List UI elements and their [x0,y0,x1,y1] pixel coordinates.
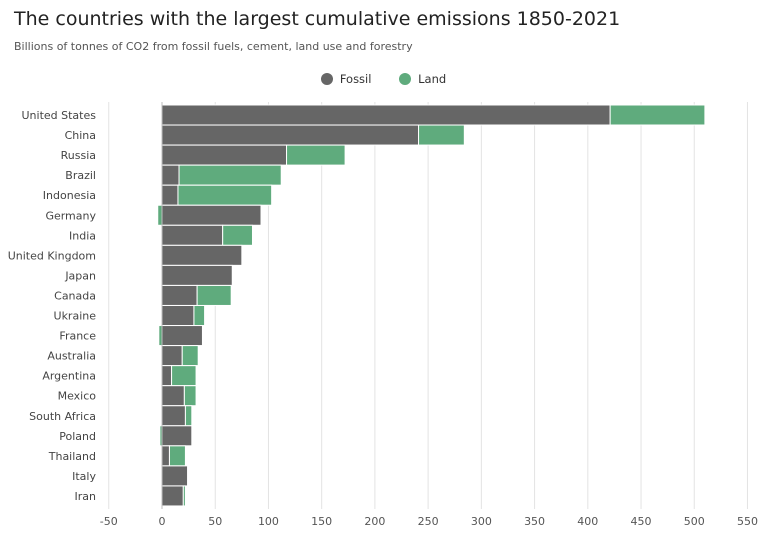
bar-fossil-india [161,224,224,246]
x-tick-label: 550 [737,515,758,528]
bar-fossil-ukraine [161,305,195,326]
bar-fossil-thailand [161,445,170,467]
category-label-japan: Japan [64,269,96,282]
category-label-ukraine: Ukraine [54,310,97,323]
category-label-australia: Australia [47,350,96,363]
bar-land-brazil [178,164,282,186]
bar-fossil-russia [161,144,288,166]
bar-fossil-italy [161,465,189,487]
category-label-argentina: Argentina [42,370,96,383]
x-tick-label: 0 [159,515,166,528]
bar-land-china [418,124,465,146]
legend: Fossil Land [0,72,767,88]
category-label-iran: Iran [75,490,97,503]
bar-land-indonesia [177,184,273,206]
category-label-brazil: Brazil [65,169,96,182]
bar-fossil-canada [161,284,198,306]
bar-fossil-argentina [161,365,173,387]
x-tick-label: 350 [524,515,545,528]
category-label-united-kingdom: United Kingdom [8,249,96,262]
bar-land-canada [196,284,232,306]
legend-item-fossil: Fossil [320,72,372,86]
legend-item-land: Land [399,72,446,86]
bar-land-india [222,224,253,246]
category-label-indonesia: Indonesia [43,189,96,202]
bar-land-germany [157,204,163,226]
bar-fossil-brazil [161,164,180,186]
category-label-india: India [69,229,96,242]
chart-subtitle: Billions of tonnes of CO2 from fossil fu… [14,40,413,53]
category-label-france: France [59,330,96,343]
category-label-south-africa: South Africa [29,410,96,423]
x-tick-label: 400 [577,515,598,528]
category-label-united-states: United States [22,109,97,122]
category-label-italy: Italy [72,470,96,483]
bar-fossil-china [161,124,420,146]
x-tick-label: 150 [311,515,332,528]
bar-fossil-poland [161,425,193,447]
bar-fossil-iran [161,485,184,507]
x-tick-label: 50 [208,515,222,528]
category-label-canada: Canada [54,289,96,302]
bar-fossil-united-states [161,104,611,126]
category-label-russia: Russia [61,149,96,162]
bar-land-south-africa [184,405,193,427]
bar-land-ukraine [193,305,206,326]
bar-land-thailand [168,445,186,467]
bar-land-united-states [609,104,706,126]
x-tick-label: 500 [684,515,705,528]
bar-fossil-france [161,325,203,347]
legend-swatch-land [399,73,412,85]
bar-land-australia [181,345,199,367]
category-label-germany: Germany [45,209,96,222]
legend-label-land: Land [418,72,447,86]
bar-fossil-germany [161,204,262,226]
x-tick-label: 100 [258,515,279,528]
bar-fossil-indonesia [161,184,179,206]
legend-swatch-fossil [320,73,333,85]
category-label-china: China [65,129,96,142]
bar-land-argentina [171,365,197,387]
category-label-thailand: Thailand [48,450,96,463]
x-tick-label: -50 [100,515,118,528]
category-label-mexico: Mexico [58,390,97,403]
x-tick-label: 450 [631,515,652,528]
legend-label-fossil: Fossil [339,72,372,86]
bar-fossil-united-kingdom [161,244,243,266]
bar-land-mexico [183,385,197,407]
x-tick-label: 250 [418,515,439,528]
bar-fossil-south-africa [161,405,186,427]
bar-fossil-japan [161,264,233,286]
bar-land-russia [286,144,346,166]
x-tick-label: 200 [364,515,385,528]
chart-title: The countries with the largest cumulativ… [14,8,621,30]
category-label-poland: Poland [59,430,96,443]
x-tick-label: 300 [471,515,492,528]
bar-fossil-mexico [161,385,185,407]
bar-fossil-australia [161,345,183,367]
bar-land-iran [182,485,186,507]
